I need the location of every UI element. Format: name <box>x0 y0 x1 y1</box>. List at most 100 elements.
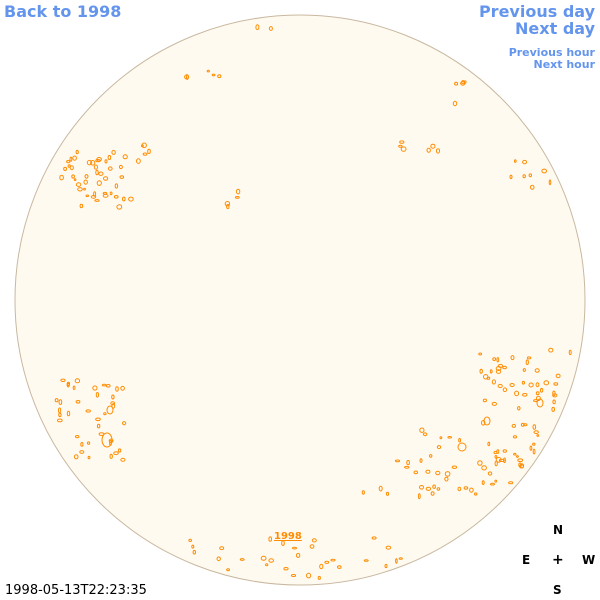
contour-mark <box>216 556 221 562</box>
contour-mark <box>378 485 383 492</box>
compass-west: W <box>582 553 596 567</box>
contour-loop <box>536 398 544 408</box>
next-day-link[interactable]: Next day <box>515 19 595 38</box>
contour-mark <box>398 557 403 560</box>
contour-mark <box>517 458 524 463</box>
contour-mark <box>73 178 77 182</box>
contour-mark <box>128 196 134 202</box>
contour-mark <box>110 401 116 406</box>
contour-mark <box>147 148 151 154</box>
contour-mark <box>87 441 91 445</box>
contour-mark <box>119 175 125 179</box>
contour-mark <box>295 552 301 558</box>
contour-mark <box>211 73 216 77</box>
contour-mark <box>419 427 425 433</box>
contour-mark <box>555 373 561 379</box>
contour-mark <box>80 442 84 447</box>
contour-mark <box>492 357 497 362</box>
back-to-year-link[interactable]: Back to 1998 <box>4 2 122 21</box>
contour-loop <box>101 432 113 448</box>
contour-mark <box>235 188 241 195</box>
contour-mark <box>75 435 80 439</box>
contour-mark <box>494 479 498 483</box>
contour-mark <box>497 363 503 368</box>
year-link[interactable]: 1998 <box>274 531 302 542</box>
contour-mark <box>66 410 71 417</box>
contour-mark <box>96 157 102 162</box>
contour-mark <box>337 565 342 569</box>
contour-mark <box>526 356 532 360</box>
contour-mark <box>109 191 113 196</box>
contour-mark <box>452 100 458 107</box>
contour-mark <box>79 203 84 209</box>
contour-mark <box>498 458 505 462</box>
contour-mark <box>306 572 312 579</box>
contour-mark <box>142 152 148 156</box>
contour-mark <box>184 74 190 80</box>
contour-mark <box>419 485 424 490</box>
contour-mark <box>487 471 493 476</box>
contour-mark <box>87 455 91 460</box>
contour-mark <box>98 171 104 176</box>
contour-mark <box>71 174 75 179</box>
compass-center: + <box>552 552 564 568</box>
contour-mark <box>519 464 524 469</box>
contour-mark <box>444 471 451 477</box>
contour-mark <box>92 385 98 391</box>
contour-mark <box>436 487 441 491</box>
contour-mark <box>116 204 123 210</box>
contour-mark <box>83 187 86 191</box>
contour-mark <box>95 392 100 398</box>
contour-mark <box>487 441 491 447</box>
contour-mark <box>234 196 240 199</box>
previous-day-link[interactable]: Previous day <box>478 2 595 21</box>
contour-mark <box>93 191 97 197</box>
contour-mark <box>395 558 398 564</box>
contour-mark <box>419 458 423 463</box>
contour-mark <box>85 194 90 198</box>
contour-mark <box>413 470 419 475</box>
contour-mark <box>111 394 115 400</box>
contour-mark <box>292 546 297 550</box>
contour-mark <box>541 168 548 174</box>
contour-mark <box>330 558 336 562</box>
contour-mark <box>495 369 502 374</box>
contour-mark <box>117 448 122 453</box>
contour-mark <box>477 460 483 466</box>
contour-mark <box>520 422 525 427</box>
contour-mark <box>508 481 514 485</box>
contour-mark <box>529 445 533 451</box>
contour-mark <box>114 183 119 189</box>
contour-mark <box>122 196 126 202</box>
contour-mark <box>73 454 79 460</box>
contour-mark <box>136 158 141 164</box>
contour-loop <box>457 442 467 452</box>
contour-mark <box>447 436 453 439</box>
contour-mark <box>281 540 285 546</box>
contour-mark <box>75 149 79 155</box>
next-hour-link[interactable]: Next hour <box>533 58 596 71</box>
contour-mark <box>102 193 109 198</box>
contour-mark <box>533 430 539 435</box>
contour-mark <box>503 457 506 464</box>
contour-mark <box>494 455 498 459</box>
contour-mark <box>404 465 410 469</box>
contour-mark <box>535 395 541 402</box>
contour-mark <box>96 423 101 429</box>
contour-mark <box>539 387 544 393</box>
compass-north: N <box>553 523 564 537</box>
contour-mark <box>478 352 483 356</box>
contour-mark <box>552 393 558 398</box>
previous-hour-link[interactable]: Previous hour <box>508 46 595 59</box>
contour-mark <box>398 144 403 148</box>
contour-mark <box>522 174 526 179</box>
contour-mark <box>86 159 93 166</box>
contour-mark <box>260 555 267 561</box>
contour-mark <box>188 538 192 543</box>
contour-mark <box>509 383 515 387</box>
contour-mark <box>435 148 441 154</box>
contour-mark <box>226 568 231 572</box>
contour-mark <box>72 155 77 161</box>
contour-mark <box>104 159 108 164</box>
contour-mark <box>400 146 407 152</box>
